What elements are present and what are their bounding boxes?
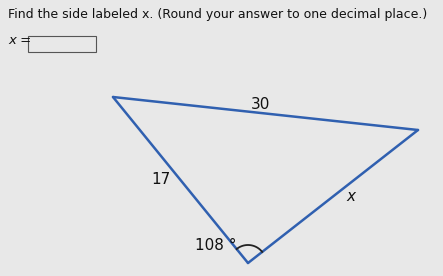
Bar	[28, 36, 96, 52]
Text: x =: x =	[8, 34, 31, 47]
Text: 17: 17	[151, 172, 170, 187]
Text: 108 °: 108 °	[195, 238, 237, 253]
Text: Find the side labeled x. (Round your answer to one decimal place.): Find the side labeled x. (Round your ans…	[8, 8, 427, 21]
Text: 30: 30	[251, 97, 270, 112]
Text: x: x	[346, 189, 355, 204]
